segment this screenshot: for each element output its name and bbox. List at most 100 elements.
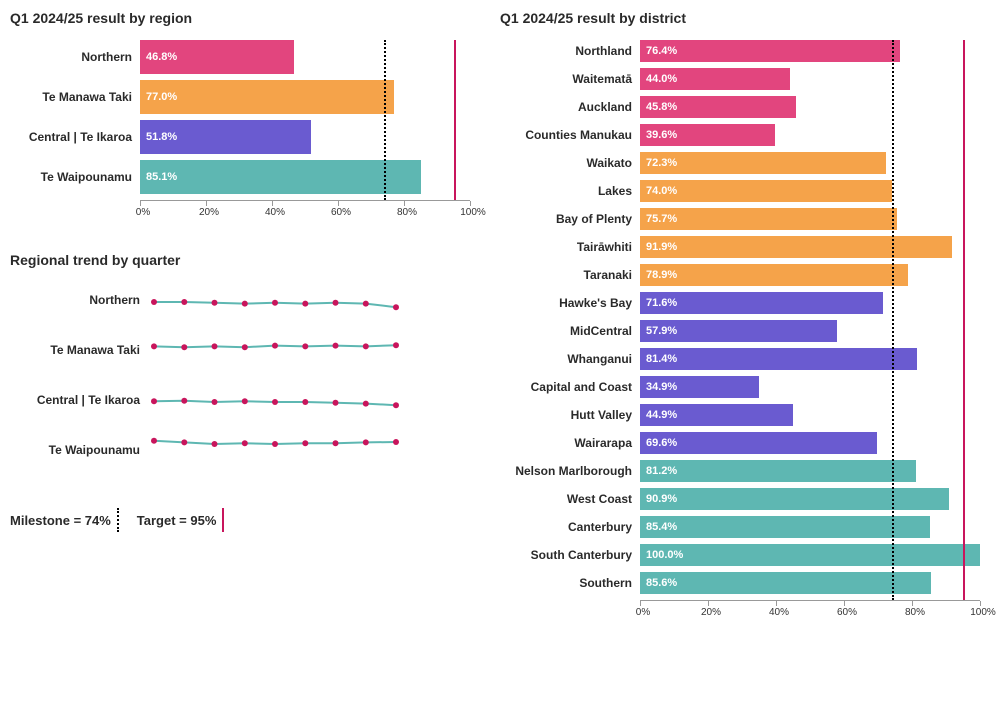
bar-fill: 85.1%	[140, 160, 421, 194]
bar-label: Whanganui	[500, 352, 640, 366]
bar-row: South Canterbury100.0%	[500, 544, 980, 566]
bar-label: Nelson Marlborough	[500, 464, 640, 478]
bar-label: Northland	[500, 44, 640, 58]
bar-value: 85.4%	[646, 521, 677, 533]
x-tick-label: 60%	[832, 607, 862, 618]
bar-fill: 100.0%	[640, 544, 980, 566]
x-tick-label: 100%	[968, 607, 998, 618]
x-tick-label: 20%	[194, 207, 224, 218]
bar-track: 85.4%	[640, 516, 980, 538]
bar-fill: 77.0%	[140, 80, 394, 114]
bar-value: 44.9%	[646, 409, 677, 421]
bar-fill: 85.4%	[640, 516, 930, 538]
x-axis: 0%20%40%60%80%100%	[140, 200, 470, 222]
bar-label: Wairarapa	[500, 436, 640, 450]
bar-value: 76.4%	[646, 45, 677, 57]
bar-value: 51.8%	[146, 131, 177, 143]
bar-value: 44.0%	[646, 73, 677, 85]
bar-fill: 81.2%	[640, 460, 916, 482]
bar-track: 45.8%	[640, 96, 980, 118]
trend-row: Te Manawa Taki	[10, 332, 470, 368]
bar-label: Hutt Valley	[500, 408, 640, 422]
trend-label: Te Manawa Taki	[10, 343, 150, 357]
bar-row: Nelson Marlborough 81.2%	[500, 460, 980, 482]
bar-fill: 69.6%	[640, 432, 877, 454]
bar-value: 45.8%	[646, 101, 677, 113]
bar-value: 39.6%	[646, 129, 677, 141]
bar-value: 77.0%	[146, 91, 177, 103]
bar-track: 100.0%	[640, 544, 980, 566]
bar-value: 75.7%	[646, 213, 677, 225]
bar-value: 34.9%	[646, 381, 677, 393]
bar-label: Waitematā	[500, 72, 640, 86]
bar-track: 51.8%	[140, 120, 470, 154]
bar-track: 85.1%	[140, 160, 470, 194]
x-tick-label: 80%	[900, 607, 930, 618]
x-tick-label: 60%	[326, 207, 356, 218]
bar-label: Taranaki	[500, 268, 640, 282]
bar-row: Waitematā 44.0%	[500, 68, 980, 90]
target-swatch-icon	[222, 508, 224, 532]
bar-label: MidCentral	[500, 324, 640, 338]
bar-track: 74.0%	[640, 180, 980, 202]
bar-track: 85.6%	[640, 572, 980, 594]
trend-row: Northern	[10, 282, 470, 318]
bar-row: Hawke's Bay71.6%	[500, 292, 980, 314]
bar-fill: 90.9%	[640, 488, 949, 510]
bar-label: West Coast	[500, 492, 640, 506]
bar-fill: 91.9%	[640, 236, 952, 258]
bar-value: 69.6%	[646, 437, 677, 449]
x-tick-label: 0%	[628, 607, 658, 618]
bar-fill: 85.6%	[640, 572, 931, 594]
bar-label: Central | Te Ikaroa	[10, 130, 140, 144]
bar-value: 100.0%	[646, 549, 683, 561]
bar-track: 46.8%	[140, 40, 470, 74]
bar-value: 72.3%	[646, 157, 677, 169]
bar-value: 81.2%	[646, 465, 677, 477]
bar-row: Central | Te Ikaroa 51.8%	[10, 120, 470, 154]
district-bar-chart: Northland 76.4% Waitematā 44.0% Auckland 45.8…	[500, 40, 980, 622]
bar-value: 71.6%	[646, 297, 677, 309]
bar-row: Northern46.8%	[10, 40, 470, 74]
bar-label: Southern	[500, 576, 640, 590]
bar-row: Hutt Valley 44.9%	[500, 404, 980, 426]
bar-fill: 34.9%	[640, 376, 759, 398]
bar-label: Bay of Plenty	[500, 212, 640, 226]
trend-row: Central | Te Ikaroa	[10, 382, 470, 418]
bar-track: 78.9%	[640, 264, 980, 286]
bar-label: Tairāwhiti	[500, 240, 640, 254]
x-tick-label: 80%	[392, 207, 422, 218]
bar-track: 90.9%	[640, 488, 980, 510]
bar-fill: 44.0%	[640, 68, 790, 90]
bar-label: Northern	[10, 50, 140, 64]
milestone-swatch-icon	[117, 508, 119, 532]
bar-track: 44.0%	[640, 68, 980, 90]
bar-fill: 75.7%	[640, 208, 897, 230]
bar-track: 39.6%	[640, 124, 980, 146]
bar-track: 69.6%	[640, 432, 980, 454]
x-tick-label: 40%	[260, 207, 290, 218]
bar-fill: 44.9%	[640, 404, 793, 426]
bar-row: Northland 76.4%	[500, 40, 980, 62]
bar-label: Capital and Coast	[500, 380, 640, 394]
bar-value: 85.6%	[646, 577, 677, 589]
bar-value: 57.9%	[646, 325, 677, 337]
bar-track: 75.7%	[640, 208, 980, 230]
x-tick-label: 40%	[764, 607, 794, 618]
bar-label: Auckland	[500, 100, 640, 114]
bar-label: Canterbury	[500, 520, 640, 534]
bar-row: Te Waipounamu85.1%	[10, 160, 470, 194]
bar-row: MidCentral 57.9%	[500, 320, 980, 342]
bar-row: Southern 85.6%	[500, 572, 980, 594]
bar-label: Counties Manukau	[500, 128, 640, 142]
bar-row: West Coast90.9%	[500, 488, 980, 510]
bar-row: Taranaki78.9%	[500, 264, 980, 286]
bar-value: 81.4%	[646, 353, 677, 365]
bar-track: 44.9%	[640, 404, 980, 426]
x-tick-label: 100%	[458, 207, 488, 218]
bar-track: 91.9%	[640, 236, 980, 258]
bar-fill: 72.3%	[640, 152, 886, 174]
bar-fill: 76.4%	[640, 40, 900, 62]
legend-milestone-label: Milestone = 74%	[10, 513, 111, 528]
bar-row: Counties Manukau 39.6%	[500, 124, 980, 146]
